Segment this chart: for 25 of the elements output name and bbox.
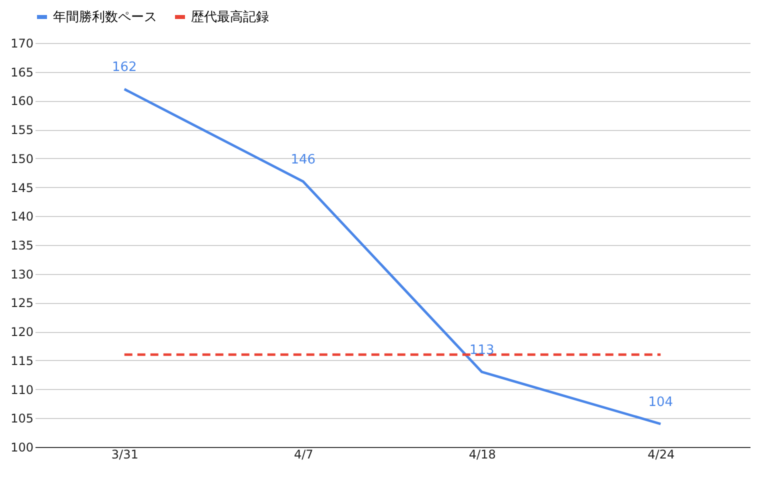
y-tick-label: 165	[10, 65, 34, 80]
y-tick-label: 145	[10, 180, 34, 195]
data-label: 146	[290, 152, 316, 168]
x-tick-label: 4/24	[648, 448, 675, 462]
x-tick-label: 4/7	[294, 448, 314, 462]
y-tick-label: 105	[10, 412, 34, 426]
y-tick-label: 125	[10, 296, 34, 310]
y-tick-label: 115	[10, 354, 34, 368]
y-tick-label: 100	[10, 440, 34, 454]
y-tick-label: 170	[10, 36, 34, 50]
x-tick-label: 4/18	[468, 448, 496, 462]
legend-label: 歴代最高記録	[191, 9, 269, 25]
y-tick-label: 160	[10, 94, 34, 108]
y-tick-label: 110	[10, 382, 34, 397]
y-tick-label: 140	[10, 210, 34, 224]
y-tick-label: 120	[10, 325, 34, 340]
data-label: 162	[112, 60, 137, 76]
x-tick-label: 3/31	[111, 448, 138, 462]
y-tick-label: 135	[10, 238, 34, 252]
data-label: 104	[648, 394, 674, 410]
legend-label: 年間勝利数ペース	[53, 10, 157, 25]
y-tick-label: 130	[10, 267, 34, 282]
y-tick-label: 155	[10, 123, 34, 138]
data-label: 113	[469, 342, 494, 358]
y-tick-label: 150	[10, 152, 34, 166]
